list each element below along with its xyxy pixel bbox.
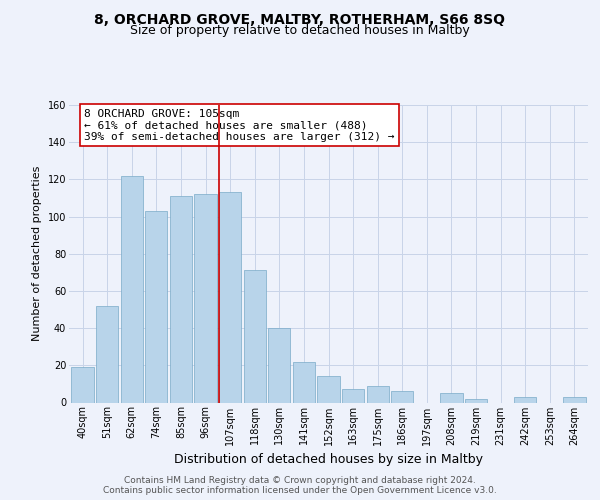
Bar: [96, 306, 118, 402]
Bar: [367, 386, 389, 402]
Bar: [170, 196, 192, 402]
Bar: [317, 376, 340, 402]
Bar: [440, 393, 463, 402]
X-axis label: Distribution of detached houses by size in Maltby: Distribution of detached houses by size …: [174, 453, 483, 466]
Bar: [514, 397, 536, 402]
Y-axis label: Number of detached properties: Number of detached properties: [32, 166, 42, 342]
Text: Contains HM Land Registry data © Crown copyright and database right 2024.
Contai: Contains HM Land Registry data © Crown c…: [103, 476, 497, 495]
Bar: [121, 176, 143, 402]
Bar: [391, 392, 413, 402]
Bar: [465, 399, 487, 402]
Bar: [145, 211, 167, 402]
Bar: [268, 328, 290, 402]
Text: 8 ORCHARD GROVE: 105sqm
← 61% of detached houses are smaller (488)
39% of semi-d: 8 ORCHARD GROVE: 105sqm ← 61% of detache…: [85, 108, 395, 142]
Bar: [563, 397, 586, 402]
Text: 8, ORCHARD GROVE, MALTBY, ROTHERHAM, S66 8SQ: 8, ORCHARD GROVE, MALTBY, ROTHERHAM, S66…: [95, 12, 505, 26]
Bar: [244, 270, 266, 402]
Bar: [219, 192, 241, 402]
Bar: [342, 390, 364, 402]
Text: Size of property relative to detached houses in Maltby: Size of property relative to detached ho…: [130, 24, 470, 37]
Bar: [293, 362, 315, 403]
Bar: [71, 367, 94, 402]
Bar: [194, 194, 217, 402]
